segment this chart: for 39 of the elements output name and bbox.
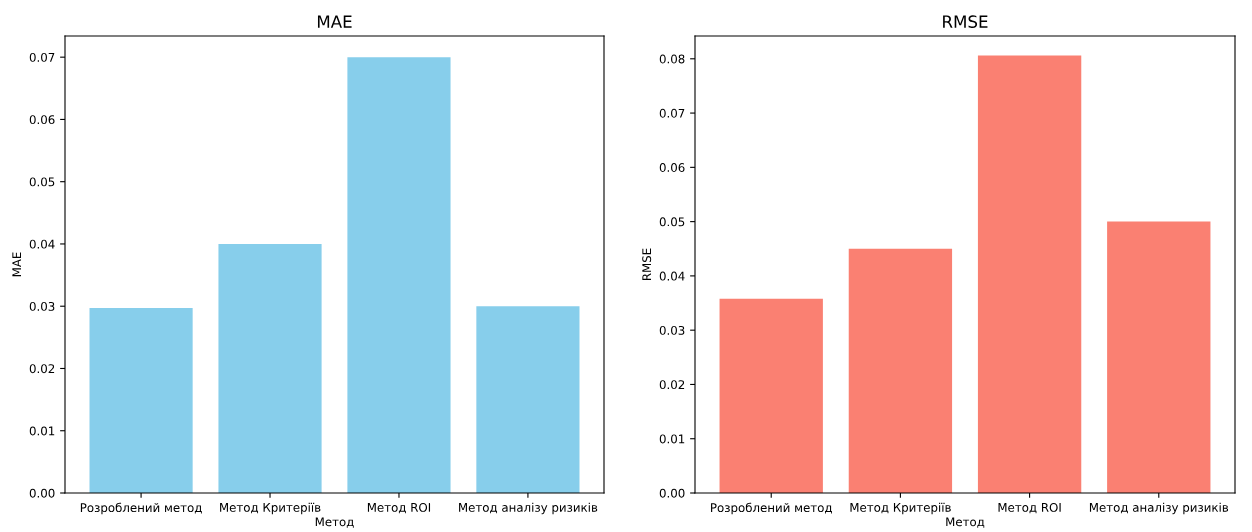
x-tick-label: Розроблений метод: [80, 502, 202, 515]
x-axis-title: Метод: [315, 517, 354, 528]
x-tick-label: Розроблений метод: [711, 502, 832, 515]
y-tick-label: 0.04: [659, 271, 685, 281]
y-axis-title: MAE: [12, 252, 21, 277]
y-tick-label: 0.07: [659, 108, 685, 118]
chart-title: MAE: [317, 15, 352, 28]
y-tick-label: 0.02: [29, 364, 55, 374]
bar: [977, 55, 1082, 493]
y-tick-label: 0.01: [29, 426, 55, 436]
y-tick-label: 0.05: [659, 217, 685, 227]
y-tick-label: 0.03: [29, 301, 55, 311]
y-tick-label: 0.06: [29, 115, 55, 125]
y-tick-label: 0.08: [659, 54, 685, 64]
y-tick-label: 0.06: [659, 163, 685, 172]
y-tick-label: 0.01: [659, 434, 685, 444]
bar: [719, 298, 823, 493]
x-axis-title: Метод: [946, 517, 985, 528]
y-tick-label: 0.00: [659, 488, 685, 498]
bar: [347, 57, 451, 493]
x-tick-label: Метод Критеріїв: [220, 502, 321, 515]
y-axis-title: RMSE: [642, 248, 652, 281]
bar: [476, 306, 580, 493]
x-tick-label: Метод аналізу ризиків: [459, 502, 598, 515]
x-tick-label: Метод аналізу ризиків: [1089, 502, 1229, 515]
y-tick-label: 0.07: [29, 52, 55, 62]
y-tick-label: 0.02: [659, 380, 685, 390]
y-tick-label: 0.04: [29, 239, 55, 249]
x-tick-label: Метод ROI: [998, 502, 1061, 514]
bar: [218, 243, 322, 493]
x-tick-label: Метод ROI: [367, 502, 431, 514]
chart-title: RMSE: [943, 15, 988, 28]
bar: [89, 308, 193, 493]
bar: [1107, 221, 1211, 493]
y-tick-label: 0.00: [29, 488, 55, 498]
y-tick-label: 0.03: [659, 325, 685, 335]
y-tick-label: 0.05: [29, 177, 55, 187]
bar: [848, 248, 953, 493]
x-tick-label: Метод Критеріїв: [850, 502, 951, 515]
